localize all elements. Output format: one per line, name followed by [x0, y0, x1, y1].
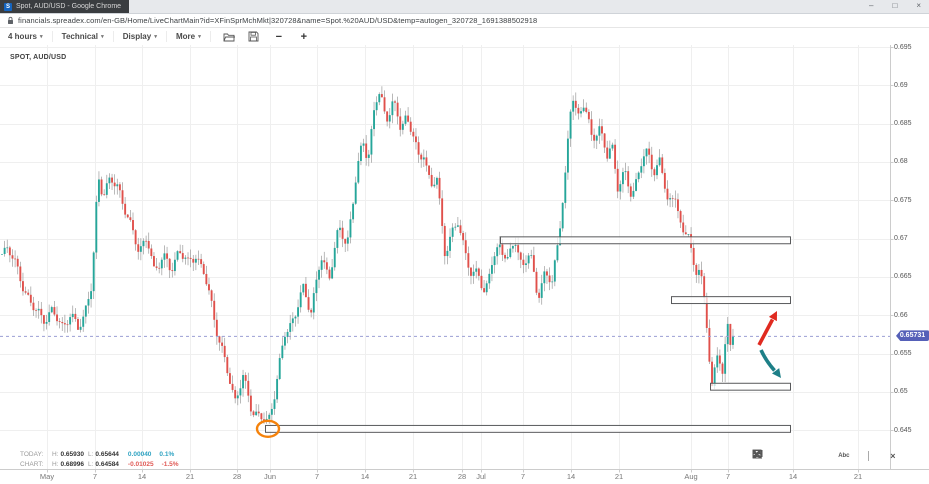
site-favicon-icon: S [4, 2, 12, 11]
close-toolbar-button[interactable]: × [890, 451, 896, 461]
drawing-toolbar: Abc × [752, 449, 899, 463]
resistance-box-mid[interactable] [671, 296, 791, 305]
price-axis-label: 0.655 [894, 350, 912, 358]
price-axis-label: 0.68 [894, 158, 908, 166]
time-axis-label: 7 [725, 472, 731, 481]
candlestick-series [1, 86, 734, 424]
time-axis-label: Aug [684, 472, 698, 481]
price-axis-label: 0.665 [894, 273, 912, 281]
legend-chart-row: CHART: H: 0.68996 L: 0.64584 -0.01025 -1.5% [20, 461, 179, 468]
time-axis-label: 21 [853, 472, 863, 481]
time-axis-label: 7 [314, 472, 320, 481]
trendline-tool[interactable] [753, 450, 825, 463]
price-axis-label: 0.675 [894, 196, 912, 204]
price-axis-label: 0.65 [894, 388, 908, 396]
resistance-box-upper[interactable] [500, 236, 791, 245]
bearish-arrow-shaft[interactable] [759, 349, 776, 372]
maximize-button[interactable]: □ [892, 1, 898, 10]
window-title: Spot, AUD/USD - Google Chrome [16, 3, 122, 10]
time-axis-label: 14 [360, 472, 370, 481]
open-folder-button[interactable] [223, 31, 235, 43]
time-axis-label: 7 [92, 472, 98, 481]
low-circle-annotation[interactable] [255, 419, 281, 438]
time-axis-label: 28 [232, 472, 242, 481]
chart-high-value: 0.68996 [60, 461, 85, 468]
support-box-major[interactable] [265, 424, 791, 433]
time-axis-label: 7 [520, 472, 526, 481]
support-box-near[interactable] [710, 382, 791, 391]
bullish-arrow-shaft[interactable] [757, 318, 775, 346]
zoom-in-button[interactable]: + [300, 30, 308, 43]
url-text: financials.spreadex.com/en-GB/Home/LiveC… [18, 16, 538, 25]
grid-tool[interactable] [752, 449, 789, 463]
menu-more[interactable]: More ▾ [176, 31, 211, 42]
chart-legend: TODAY: H: 0.65930 L: 0.65644 0.00040 0.1% CHAR… [20, 450, 179, 470]
time-axis-label: 28 [457, 472, 467, 481]
time-axis-label: 21 [408, 472, 418, 481]
time-axis-label: 14 [566, 472, 576, 481]
save-button[interactable] [248, 31, 260, 43]
browser-url-bar[interactable]: financials.spreadex.com/en-GB/Home/LiveC… [0, 14, 929, 28]
freehand-tool[interactable] [752, 449, 776, 463]
today-low-value: 0.65644 [95, 451, 119, 458]
price-axis-label: 0.645 [894, 426, 912, 434]
window-title-chip: S Spot, AUD/USD - Google Chrome [0, 0, 129, 13]
fan-lines-tool[interactable] [752, 450, 801, 463]
chart-canvas[interactable] [0, 45, 929, 484]
time-axis-label: Jul [476, 472, 486, 481]
bullish-arrow-head[interactable] [768, 311, 777, 322]
chart-low-value: 0.64584 [95, 461, 119, 468]
padlock-icon [7, 16, 14, 25]
close-window-button[interactable]: × [916, 1, 921, 10]
time-axis-label: Jun [263, 472, 277, 481]
today-change-pct: 0.1% [159, 451, 175, 458]
text-tool[interactable]: Abc [838, 453, 850, 459]
rectangle-tool[interactable] [752, 450, 838, 463]
today-high-value: 0.65930 [60, 451, 85, 458]
toolbar-separator [862, 450, 874, 463]
menu-technical[interactable]: Technical ▾ [62, 31, 114, 42]
time-axis-label: 14 [137, 472, 147, 481]
menu-display[interactable]: Display ▾ [123, 31, 167, 42]
price-axis-label: 0.67 [894, 235, 908, 243]
chevron-down-icon: ▾ [198, 33, 201, 40]
time-axis-label: 14 [788, 472, 798, 481]
time-axis-label: 21 [185, 472, 195, 481]
time-axis-label: 21 [614, 472, 624, 481]
menu-timeframe[interactable]: 4 hours ▾ [8, 31, 53, 42]
window-titlebar: S Spot, AUD/USD - Google Chrome – □ × [0, 0, 929, 14]
bearish-arrow-head[interactable] [772, 368, 781, 378]
chevron-down-icon: ▾ [39, 33, 43, 40]
chart-symbol-label: SPOT, AUD/USD [10, 54, 67, 61]
current-price-badge: 0.65731 [896, 330, 929, 342]
chart-change-pct: -1.5% [161, 461, 179, 468]
chart-area: SPOT, AUD/USD 0.695 0.69 0.685 0.68 0.675 0.6… [0, 43, 929, 484]
time-axis-label: May [39, 472, 55, 481]
price-axis-label: 0.685 [894, 120, 912, 128]
ray-tool[interactable] [752, 449, 862, 463]
chart-change-value: -0.01025 [127, 461, 154, 468]
marker-tool[interactable] [753, 450, 887, 463]
window-controls: – □ × [869, 0, 921, 12]
price-axis-label: 0.695 [894, 43, 912, 51]
chevron-down-icon: ▾ [154, 33, 157, 40]
minimize-button[interactable]: – [869, 1, 874, 10]
legend-today-row: TODAY: H: 0.65930 L: 0.65644 0.00040 0.1% [20, 451, 175, 458]
today-change-value: 0.00040 [127, 451, 152, 458]
zoom-out-button[interactable]: − [275, 30, 283, 43]
price-axis-label: 0.69 [894, 81, 908, 89]
price-axis-label: 0.66 [894, 311, 908, 319]
chart-app-toolbar: 4 hours ▾ Technical ▾ Display ▾ More ▾ − + [0, 28, 929, 46]
horizontal-line-tool[interactable] [753, 450, 813, 463]
chevron-down-icon: ▾ [100, 33, 104, 40]
